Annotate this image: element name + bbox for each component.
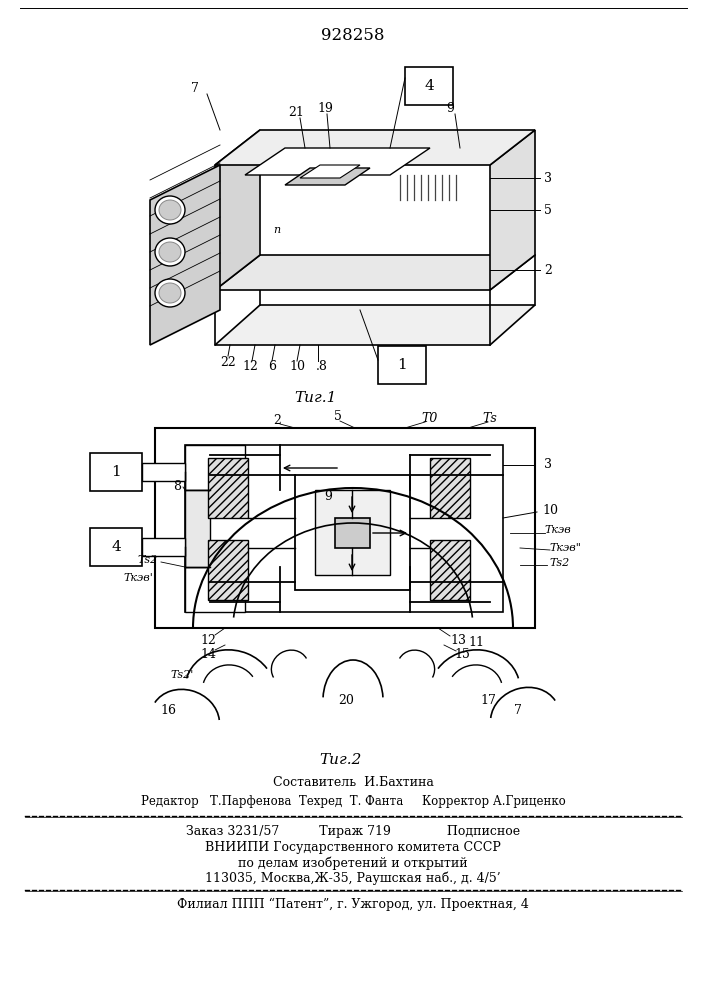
Text: 4: 4	[424, 79, 434, 93]
Text: по делам изобретений и открытий: по делам изобретений и открытий	[238, 856, 468, 870]
Text: .8: .8	[316, 360, 328, 373]
Text: Редактор   Т.Парфенова  Техред  Т. Фанта     Корректор А.Гриценко: Редактор Т.Парфенова Техред Т. Фанта Кор…	[141, 796, 566, 808]
Text: Τs2': Τs2'	[170, 670, 194, 680]
Bar	[142, 463, 185, 481]
Bar	[185, 445, 503, 612]
Text: 8: 8	[173, 481, 181, 493]
Text: Τиг.2: Τиг.2	[319, 753, 361, 767]
Bar	[208, 458, 248, 518]
Text: 2: 2	[544, 263, 552, 276]
Bar	[90, 528, 142, 566]
Polygon shape	[245, 148, 430, 175]
Polygon shape	[215, 130, 535, 165]
Polygon shape	[215, 130, 260, 290]
Bar	[142, 538, 185, 556]
Polygon shape	[285, 168, 370, 185]
Text: 1: 1	[397, 358, 407, 372]
Text: 17: 17	[480, 694, 496, 706]
Text: 21: 21	[288, 105, 304, 118]
Text: Τкэв": Τкэв"	[549, 543, 581, 553]
Ellipse shape	[159, 200, 181, 220]
Text: Τ0: Τ0	[422, 412, 438, 424]
Polygon shape	[150, 165, 220, 345]
Text: 10: 10	[289, 360, 305, 373]
Text: 928258: 928258	[321, 26, 385, 43]
Text: 22: 22	[220, 356, 236, 368]
Bar	[295, 475, 410, 590]
Text: Τиг.1: Τиг.1	[294, 391, 337, 405]
Text: Заказ 3231/57          Тираж 719              Подписное: Заказ 3231/57 Тираж 719 Подписное	[186, 826, 520, 838]
Text: 13: 13	[450, 634, 466, 647]
Bar	[208, 540, 248, 600]
Text: 7: 7	[514, 704, 522, 716]
Text: n: n	[274, 225, 281, 235]
Bar	[315, 490, 390, 575]
Polygon shape	[300, 165, 360, 178]
Text: Τs: Τs	[483, 412, 498, 424]
Bar	[335, 518, 370, 548]
Text: 5: 5	[334, 410, 342, 424]
Bar	[185, 567, 245, 612]
Text: 113035, Москва,Ж-35, Раушская наб., д. 4/5’: 113035, Москва,Ж-35, Раушская наб., д. 4…	[205, 871, 501, 885]
Bar	[90, 453, 142, 491]
Text: 12: 12	[242, 360, 258, 373]
Text: Τкэв: Τкэв	[544, 525, 571, 535]
Bar	[430, 540, 470, 600]
Text: Филиал ППП “Патент”, г. Ужгород, ул. Проектная, 4: Филиал ППП “Патент”, г. Ужгород, ул. Про…	[177, 897, 529, 911]
Ellipse shape	[159, 283, 181, 303]
Text: 3: 3	[544, 172, 552, 184]
Bar	[155, 428, 535, 628]
Bar	[430, 458, 470, 518]
Polygon shape	[215, 255, 535, 290]
Polygon shape	[490, 130, 535, 290]
Text: 9: 9	[324, 490, 332, 504]
Bar	[405, 67, 453, 105]
Bar	[185, 445, 245, 490]
Text: Τs2: Τs2	[550, 558, 570, 568]
Ellipse shape	[155, 279, 185, 307]
Text: 7: 7	[191, 82, 199, 95]
Ellipse shape	[155, 196, 185, 224]
Text: 2: 2	[273, 414, 281, 426]
Text: Составитель  И.Бахтина: Составитель И.Бахтина	[273, 776, 433, 788]
Text: 3: 3	[544, 458, 552, 472]
Text: 20: 20	[338, 694, 354, 706]
Text: 1: 1	[111, 465, 121, 479]
Text: 12: 12	[200, 634, 216, 647]
Text: ВНИИПИ Государственного комитета СССР: ВНИИПИ Государственного комитета СССР	[205, 842, 501, 854]
Text: 5: 5	[544, 204, 552, 217]
Ellipse shape	[159, 242, 181, 262]
Text: 10: 10	[542, 504, 558, 516]
Text: 16: 16	[160, 704, 176, 716]
Text: Τкэв': Τкэв'	[123, 573, 153, 583]
Bar	[378, 346, 426, 384]
Text: 9: 9	[446, 102, 454, 114]
Text: 4: 4	[111, 540, 121, 554]
Text: 15: 15	[454, 648, 470, 662]
Text: 6: 6	[268, 360, 276, 373]
Ellipse shape	[155, 238, 185, 266]
Text: 19: 19	[317, 102, 333, 114]
Text: 14: 14	[200, 648, 216, 662]
Bar	[185, 490, 210, 567]
Polygon shape	[215, 305, 535, 345]
Text: Τs2: Τs2	[138, 555, 158, 565]
Text: 11: 11	[468, 637, 484, 650]
